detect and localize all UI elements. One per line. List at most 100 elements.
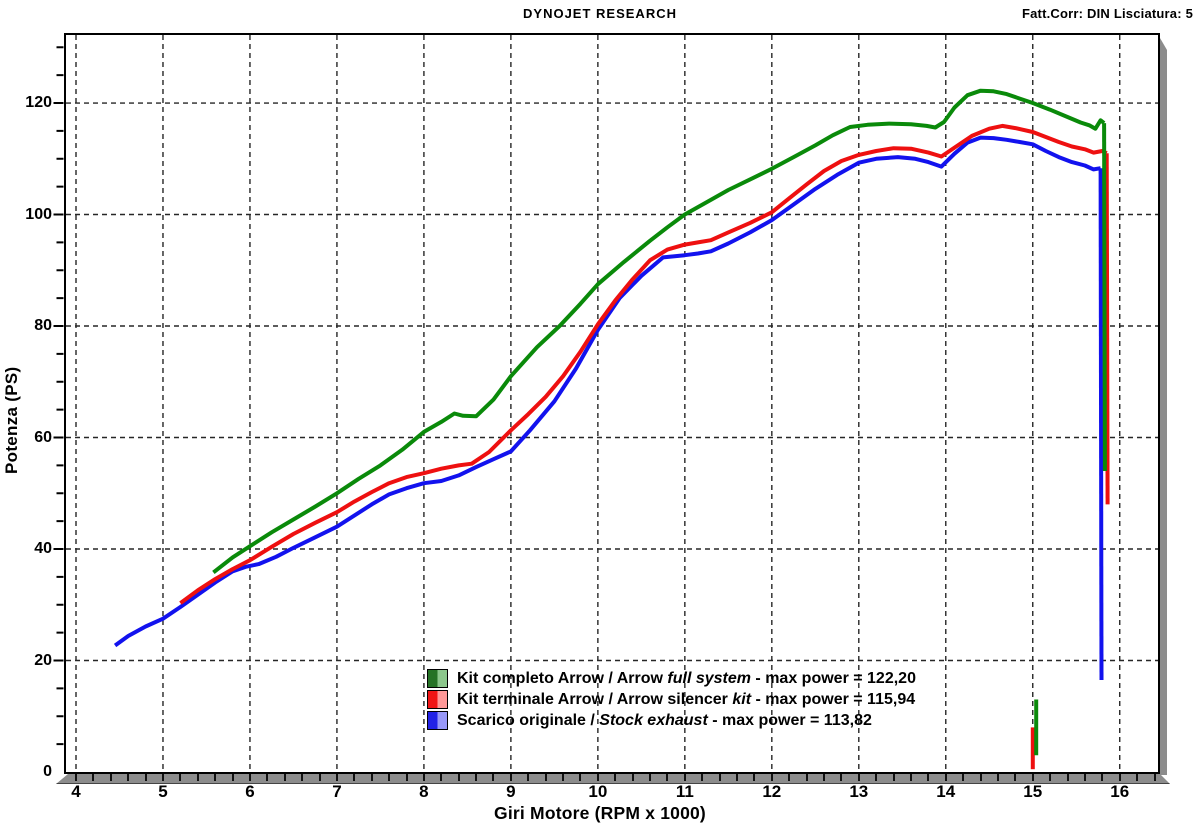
- x-tick-label: 9: [506, 782, 516, 801]
- plot-area: Kit completo Arrow / Arrow full system -…: [53, 33, 1160, 774]
- x-minor-tick: [406, 774, 408, 781]
- y-axis-title: Potenza (PS): [2, 366, 21, 474]
- x-minor-tick: [649, 774, 651, 781]
- x-minor-tick: [1067, 774, 1069, 781]
- x-minor-tick: [92, 774, 94, 781]
- x-minor-tick: [423, 774, 425, 781]
- legend-swatch-red: [427, 689, 448, 709]
- x-minor-tick: [388, 774, 390, 781]
- x-minor-tick: [753, 774, 755, 781]
- x-minor-tick: [962, 774, 964, 781]
- x-tick-label: 4: [71, 782, 81, 801]
- curve: [1098, 168, 1104, 681]
- header-title: DYNOJET RESEARCH: [523, 6, 677, 21]
- x-minor-tick: [145, 774, 147, 781]
- x-minor-tick: [284, 774, 286, 781]
- x-minor-tick: [597, 774, 599, 781]
- x-minor-tick: [127, 774, 129, 781]
- series-#ee1010: [179, 123, 1110, 770]
- x-minor-tick: [562, 774, 564, 781]
- x-minor-tick: [666, 774, 668, 781]
- x-tick-label: 5: [158, 782, 168, 801]
- x-minor-tick: [632, 774, 634, 781]
- series-#0a8a0a: [212, 88, 1107, 756]
- x-minor-tick: [1084, 774, 1086, 781]
- x-tick-label: 6: [245, 782, 255, 801]
- x-minor-tick: [980, 774, 982, 781]
- x-minor-tick: [249, 774, 251, 781]
- legend-label: Scarico originale / Stock exhaust - max …: [457, 711, 872, 729]
- x-minor-tick: [1119, 774, 1121, 781]
- y-tick-label: 20: [34, 651, 52, 669]
- x-minor-tick: [440, 774, 442, 781]
- x-minor-tick: [319, 774, 321, 781]
- x-tick-label: 15: [1023, 782, 1043, 801]
- x-minor-tick: [458, 774, 460, 781]
- x-minor-tick: [945, 774, 947, 781]
- x-minor-tick: [1136, 774, 1138, 781]
- legend-swatch-green: [427, 669, 448, 688]
- x-minor-tick: [893, 774, 895, 781]
- x-minor-tick: [614, 774, 616, 781]
- y-tick-label: 80: [34, 317, 52, 334]
- x-tick-label: 16: [1110, 782, 1130, 801]
- x-minor-tick: [1032, 774, 1034, 781]
- y-tick-label: 120: [25, 94, 52, 111]
- curve: [1102, 123, 1107, 472]
- curve: [113, 135, 1101, 648]
- x-minor-tick: [75, 774, 77, 781]
- x-minor-tick: [823, 774, 825, 781]
- x-minor-tick: [684, 774, 686, 781]
- y-axis-ticks: [53, 46, 64, 746]
- x-minor-tick: [701, 774, 703, 781]
- x-minor-tick: [788, 774, 790, 781]
- x-tick-label: 12: [762, 782, 782, 801]
- x-minor-tick: [1154, 774, 1156, 781]
- x-minor-tick: [353, 774, 355, 781]
- x-minor-tick: [301, 774, 303, 781]
- gridlines: [66, 35, 1158, 772]
- x-minor-tick: [1101, 774, 1103, 781]
- x-minor-tick: [875, 774, 877, 781]
- curve: [1104, 153, 1110, 505]
- x-minor-tick: [771, 774, 773, 781]
- y-tick-label: 40: [34, 540, 52, 557]
- x-axis-title: Giri Motore (RPM x 1000): [494, 803, 706, 823]
- x-minor-tick: [579, 774, 581, 781]
- y-tick-label: 60: [34, 428, 52, 446]
- x-minor-tick: [162, 774, 164, 781]
- x-minor-tick: [527, 774, 529, 781]
- x-tick-label: 11: [675, 782, 694, 801]
- x-minor-tick: [719, 774, 721, 781]
- x-minor-tick: [927, 774, 929, 781]
- x-minor-tick: [510, 774, 512, 781]
- right-shadow: [1160, 38, 1167, 775]
- x-minor-tick: [232, 774, 234, 781]
- y-tick-label: 0: [43, 763, 52, 780]
- x-minor-tick: [806, 774, 808, 781]
- x-minor-tick: [197, 774, 199, 781]
- x-minor-tick: [1049, 774, 1051, 781]
- x-minor-tick: [336, 774, 338, 781]
- x-minor-tick: [475, 774, 477, 781]
- legend-swatch-blue: [427, 710, 448, 730]
- x-tick-label: 14: [936, 782, 956, 801]
- x-minor-tick: [266, 774, 268, 781]
- x-tick-label: 7: [332, 782, 342, 801]
- x-minor-tick: [214, 774, 216, 781]
- x-minor-tick: [371, 774, 373, 781]
- x-minor-tick: [545, 774, 547, 781]
- x-minor-tick: [840, 774, 842, 781]
- x-tick-label: 13: [849, 782, 869, 801]
- x-axis-ruler: [56, 774, 1170, 784]
- x-minor-tick: [179, 774, 181, 781]
- series-#1212ee: [113, 135, 1104, 681]
- header-correction-info: Fatt.Corr: DIN Lisciatura: 5: [1021, 6, 1193, 21]
- x-minor-tick: [910, 774, 912, 781]
- x-minor-tick: [736, 774, 738, 781]
- x-tick-label: 10: [588, 782, 608, 801]
- y-tick-label: 100: [25, 205, 52, 223]
- plot-canvas: [53, 35, 1158, 772]
- x-tick-label: 8: [419, 782, 429, 801]
- x-minor-tick: [110, 774, 112, 781]
